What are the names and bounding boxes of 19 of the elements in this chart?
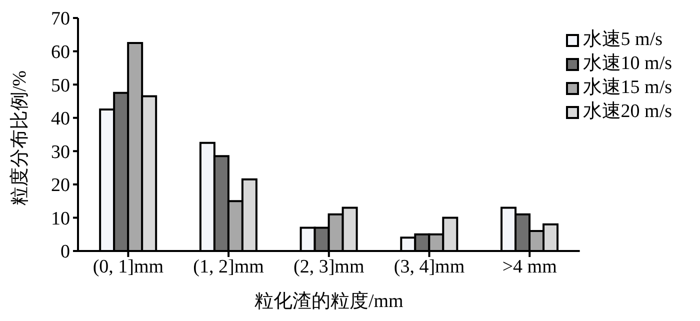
y-tick-label: 70	[51, 8, 70, 30]
y-axis-title: 粒度分布比例/%	[9, 70, 32, 206]
x-axis-title: 粒化渣的粒度/mm	[254, 290, 404, 312]
y-tick-label: 30	[51, 142, 70, 163]
legend-label: 水速10 m/s	[582, 52, 672, 76]
y-tick-label: 50	[51, 75, 70, 96]
x-tick-label: >4 mm	[502, 256, 558, 278]
x-tick-label: (1, 2]mm	[193, 256, 264, 278]
legend-label: 水速5 m/s	[582, 28, 662, 52]
y-tick-label: 40	[51, 108, 70, 130]
y-tick-label: 60	[51, 42, 70, 64]
y-tick-label: 20	[51, 175, 70, 196]
legend-label: 水速15 m/s	[582, 76, 672, 100]
x-tick-label: (3, 4]mm	[394, 256, 465, 278]
x-tick-label: (2, 3]mm	[294, 256, 364, 278]
y-tick-label: 10	[51, 208, 70, 230]
legend-label: 水速20 m/s	[582, 100, 672, 124]
y-tick-label: 0	[60, 242, 70, 263]
x-tick-label: (0, 1]mm	[92, 256, 164, 278]
